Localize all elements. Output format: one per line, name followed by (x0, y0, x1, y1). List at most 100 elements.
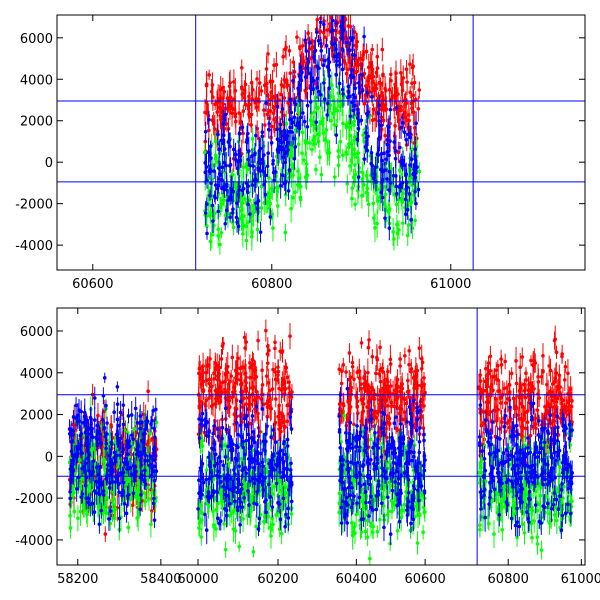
data-point (488, 409, 493, 414)
data-point (341, 403, 346, 408)
data-point (318, 20, 323, 25)
data-point (408, 163, 412, 167)
data-point (277, 386, 281, 391)
data-point (248, 375, 252, 380)
data-point (237, 111, 241, 115)
data-point (363, 145, 368, 149)
data-point (551, 418, 555, 423)
data-point (416, 187, 421, 192)
data-point (282, 84, 286, 89)
data-point (347, 48, 351, 53)
data-point (216, 227, 221, 232)
data-point (367, 338, 371, 342)
data-point (219, 204, 223, 208)
data-point (231, 147, 236, 152)
data-point (316, 38, 321, 43)
data-point (283, 192, 288, 197)
data-point (263, 192, 268, 197)
data-point (557, 373, 562, 378)
data-point (389, 78, 393, 83)
y-tick-label: -2000 (15, 198, 53, 213)
data-point (219, 230, 224, 235)
data-point (270, 79, 275, 84)
data-point (291, 60, 296, 64)
data-point (352, 135, 357, 139)
data-point (235, 220, 239, 225)
data-point (339, 24, 343, 29)
data-point (338, 104, 342, 109)
data-point (244, 375, 248, 380)
data-point (496, 363, 500, 368)
data-point (321, 30, 326, 35)
data-point (382, 201, 387, 205)
data-point (422, 404, 426, 408)
data-point (370, 354, 375, 359)
data-point (339, 409, 343, 413)
data-point (414, 121, 418, 126)
data-point (394, 71, 398, 76)
data-point (373, 226, 377, 230)
data-point (369, 397, 374, 401)
data-point (393, 124, 397, 128)
data-point (394, 397, 399, 402)
x-tick-label: 60600 (72, 277, 113, 292)
data-point (347, 351, 352, 355)
data-point (316, 89, 321, 94)
data-point (225, 390, 230, 394)
data-point (220, 186, 224, 191)
data-point (360, 177, 365, 182)
data-point (566, 371, 570, 376)
data-point (362, 157, 367, 161)
data-point (379, 389, 383, 393)
data-point (364, 84, 368, 88)
data-point (341, 48, 345, 53)
data-point (517, 417, 522, 421)
data-point (306, 31, 310, 35)
data-point (296, 169, 300, 173)
data-point (300, 43, 305, 48)
data-point (541, 370, 545, 374)
data-point (405, 118, 409, 123)
data-point (314, 167, 318, 172)
data-point (295, 35, 299, 39)
data-point (555, 396, 559, 401)
data-point (250, 229, 254, 234)
data-point (374, 70, 379, 75)
data-point (241, 224, 245, 229)
data-point (96, 413, 100, 418)
x-tick-label: 60800 (251, 277, 292, 292)
data-point (302, 119, 307, 124)
data-point (122, 428, 127, 433)
data-point (364, 190, 369, 195)
data-point (351, 108, 355, 113)
data-point (250, 363, 254, 368)
data-point (399, 159, 404, 164)
data-point (269, 186, 274, 191)
data-point (535, 408, 540, 412)
data-point (296, 142, 301, 147)
data-point (265, 164, 270, 169)
data-point (289, 206, 293, 211)
data-point (255, 227, 260, 232)
data-point (265, 93, 270, 98)
data-point (228, 103, 232, 108)
data-point (403, 212, 408, 217)
data-point (272, 117, 276, 122)
data-point (400, 199, 404, 203)
data-point (231, 189, 236, 194)
data-point (338, 139, 343, 144)
data-point (227, 395, 232, 399)
data-point (353, 163, 357, 167)
top-plot-area (57, 15, 585, 270)
data-point (305, 103, 310, 108)
data-point (282, 96, 287, 100)
data-point (262, 153, 266, 157)
data-point (411, 110, 416, 114)
data-point (356, 81, 361, 85)
data-point (554, 350, 559, 355)
data-point (259, 206, 264, 210)
data-point (274, 62, 279, 67)
data-point (85, 512, 90, 516)
data-point (348, 375, 353, 380)
data-point (312, 49, 317, 54)
